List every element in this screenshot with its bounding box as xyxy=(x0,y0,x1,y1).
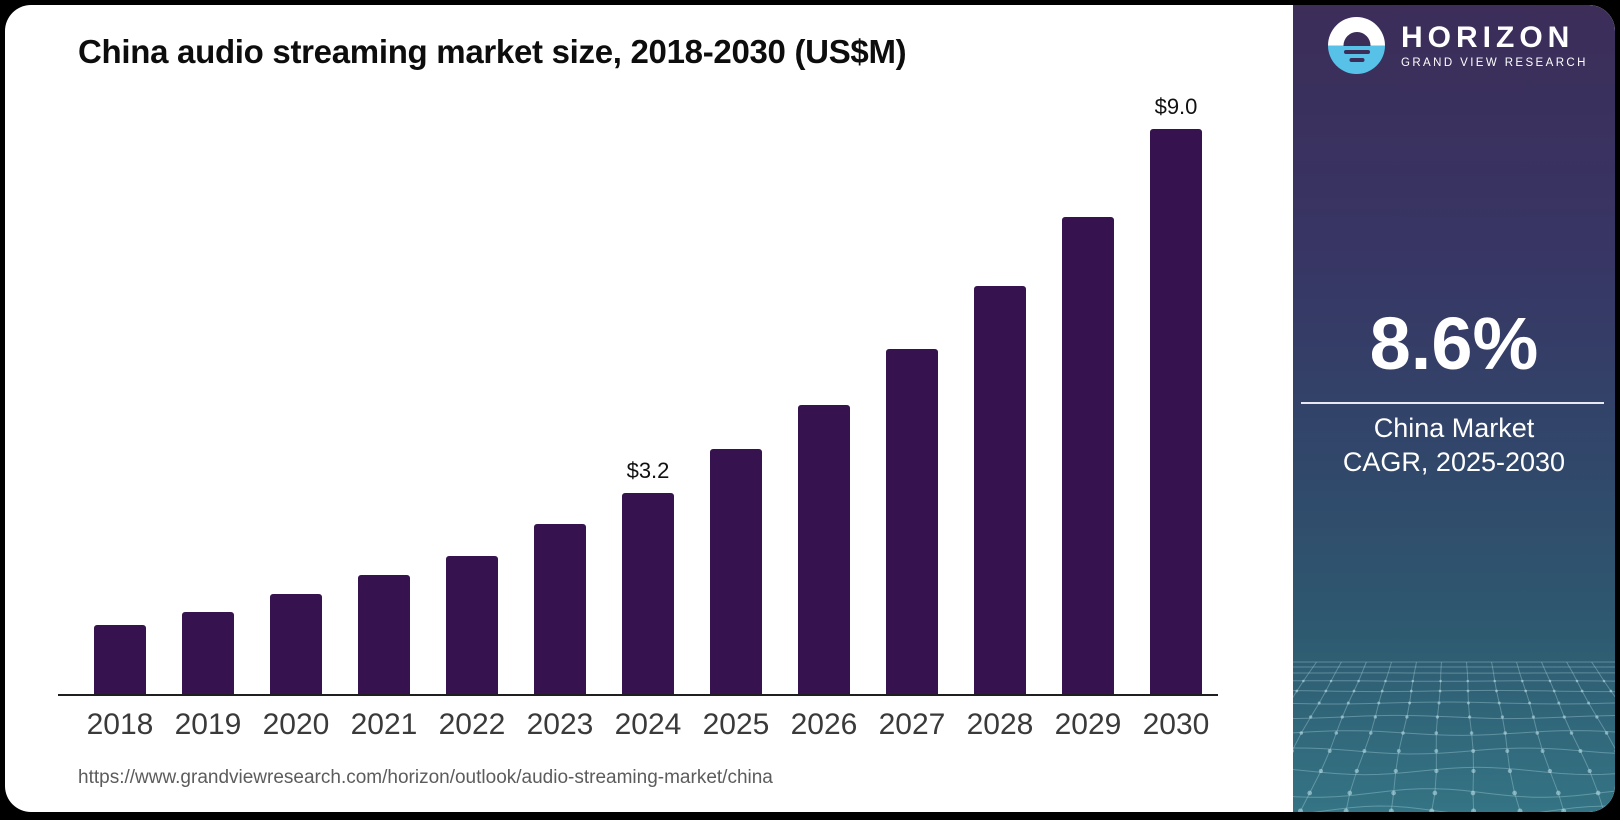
cagr-value: 8.6% xyxy=(1369,302,1539,385)
brand-subtitle: GRAND VIEW RESEARCH xyxy=(1401,57,1588,69)
ripple-icon xyxy=(1343,50,1370,54)
bar-2018 xyxy=(94,625,146,694)
x-tick-2023: 2023 xyxy=(526,708,594,741)
bar-2024: $3.2 xyxy=(622,458,674,694)
bar-2027 xyxy=(886,349,938,694)
bar-col-2026 xyxy=(798,405,850,694)
horizon-logo: HORIZON GRAND VIEW RESEARCH xyxy=(1328,17,1588,74)
x-tick-2018: 2018 xyxy=(86,708,154,741)
brand-text: HORIZON GRAND VIEW RESEARCH xyxy=(1401,21,1588,70)
bar-col-2018 xyxy=(94,625,146,694)
bar-2020 xyxy=(270,594,322,694)
x-tick-2027: 2027 xyxy=(878,708,946,741)
bar-2026 xyxy=(798,405,850,694)
source-url: https://www.grandviewresearch.com/horizo… xyxy=(78,767,773,788)
x-tick-2028: 2028 xyxy=(966,708,1034,741)
bar-2030: $9.0 xyxy=(1150,94,1202,694)
bar-col-2030: $9.0 xyxy=(1150,94,1202,694)
bar-2023 xyxy=(534,524,586,694)
chart-title: China audio streaming market size, 2018-… xyxy=(78,33,907,70)
divider xyxy=(1301,402,1604,404)
bar-col-2021 xyxy=(358,575,410,694)
bar-col-2028 xyxy=(974,286,1026,694)
infographic-card: China audio streaming market size, 2018-… xyxy=(5,5,1615,812)
sun-icon xyxy=(1343,31,1370,46)
x-tick-2029: 2029 xyxy=(1054,708,1122,741)
cagr-caption: China Market CAGR, 2025-2030 xyxy=(1293,411,1615,479)
brand-name: HORIZON xyxy=(1401,21,1575,54)
bar-2022 xyxy=(446,556,498,694)
x-tick-2019: 2019 xyxy=(174,708,242,741)
x-tick-2021: 2021 xyxy=(350,708,418,741)
bar-2028 xyxy=(974,286,1026,694)
bar-2025 xyxy=(710,449,762,694)
bar-col-2022 xyxy=(446,556,498,694)
x-axis-line xyxy=(58,694,1218,696)
bar-2021 xyxy=(358,575,410,694)
x-tick-2024: 2024 xyxy=(614,708,682,741)
bar-col-2024: $3.2 xyxy=(622,458,674,694)
bar-col-2020 xyxy=(270,594,322,694)
x-tick-2030: 2030 xyxy=(1142,708,1210,741)
x-tick-2025: 2025 xyxy=(702,708,770,741)
bar-col-2027 xyxy=(886,349,938,694)
x-tick-2026: 2026 xyxy=(790,708,858,741)
mesh-pattern xyxy=(1293,660,1615,812)
ripple-icon xyxy=(1349,58,1364,62)
bar-col-2025 xyxy=(710,449,762,694)
x-tick-2022: 2022 xyxy=(438,708,506,741)
bar-value-label-2030: $9.0 xyxy=(1154,94,1198,119)
bar-col-2019 xyxy=(182,612,234,694)
brand-sidebar: HORIZON GRAND VIEW RESEARCH 8.6% China M… xyxy=(1293,5,1615,812)
bar-col-2029 xyxy=(1062,217,1114,694)
horizon-sun-logo-icon xyxy=(1328,17,1385,74)
plot-area: $3.2 $9.0 xyxy=(94,5,1202,694)
bar-value-label-2024: $3.2 xyxy=(626,458,670,483)
cagr-caption-line2: CAGR, 2025-2030 xyxy=(1342,447,1566,477)
x-tick-2020: 2020 xyxy=(262,708,330,741)
cagr-caption-line1: China Market xyxy=(1373,413,1535,443)
bar-2019 xyxy=(182,612,234,694)
x-axis-tick-row: 2018 2019 2020 2021 2022 2023 2024 2025 2026 2027… xyxy=(86,708,1210,742)
bar-col-2023 xyxy=(534,524,586,694)
bar-2029 xyxy=(1062,217,1114,694)
